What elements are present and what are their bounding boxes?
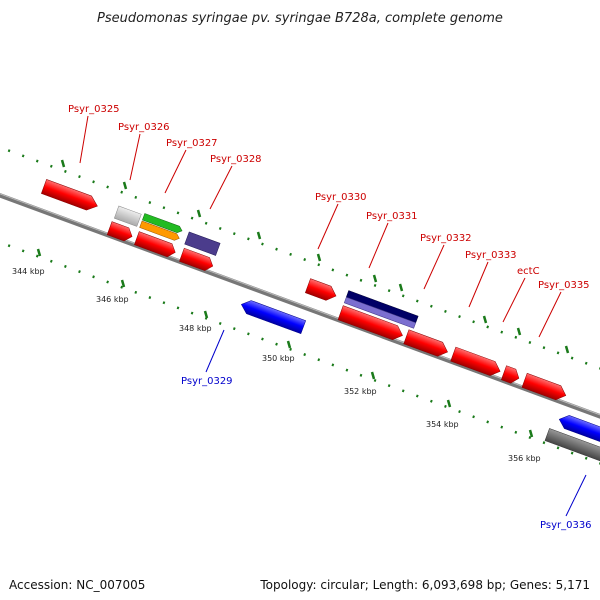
leader-psyr-0331: [368, 222, 389, 269]
gene-red-3[interactable]: [179, 247, 215, 273]
tick-label: 356 kbp: [508, 454, 541, 463]
label-psyr-0326[interactable]: Psyr_0326: [118, 122, 170, 133]
tick-label: 344 kbp: [12, 267, 45, 276]
tick-label: 352 kbp: [344, 387, 377, 396]
leader-psyr-0335: [538, 291, 562, 338]
gc-mark: [370, 371, 376, 380]
label-psyr-0332[interactable]: Psyr_0332: [420, 233, 472, 244]
gene-psyr-0327-lower[interactable]: [139, 220, 181, 242]
gene-psyr-0329[interactable]: [239, 298, 307, 335]
gc-track-lower-marks: [36, 248, 534, 438]
tick-label: 350 kbp: [262, 354, 295, 363]
gc-mark: [286, 340, 292, 349]
gene-dark-grey[interactable]: [544, 428, 600, 469]
label-psyr-0333[interactable]: Psyr_0333: [465, 250, 517, 261]
gc-mark: [203, 310, 209, 319]
accession-text: Accession: NC_007005: [9, 578, 146, 592]
gc-mark: [482, 315, 488, 324]
leader-psyr-0326: [129, 133, 141, 181]
gc-mark: [120, 279, 126, 288]
tick-label: 348 kbp: [179, 324, 212, 333]
gene-psyr-0326[interactable]: [113, 205, 142, 227]
gc-mark: [60, 159, 66, 168]
leader-psyr-0325: [79, 115, 89, 164]
gene-psyr-0331-light[interactable]: [343, 296, 417, 329]
gene-psyr-0336[interactable]: [557, 413, 600, 453]
gene-ectc[interactable]: [500, 365, 521, 386]
leader-psyr-0327: [164, 149, 187, 194]
gc-track-lower: [0, 241, 600, 465]
leader-psyr-0333: [468, 261, 489, 308]
gc-mark: [516, 327, 522, 336]
leader-psyr-0336: [565, 474, 587, 517]
gene-psyr-0327-upper[interactable]: [142, 213, 183, 234]
label-psyr-0331[interactable]: Psyr_0331: [366, 211, 418, 222]
gc-mark: [528, 429, 534, 438]
gc-mark: [122, 181, 128, 190]
gc-mark: [256, 231, 262, 240]
gene-psyr-0332[interactable]: [403, 329, 450, 359]
label-psyr-0329[interactable]: Psyr_0329: [181, 376, 233, 387]
leader-psyr-0330: [317, 203, 339, 250]
leader-psyr-0329: [205, 329, 225, 373]
gene-psyr-0330[interactable]: [304, 278, 338, 303]
label-psyr-0335[interactable]: Psyr_0335: [538, 280, 590, 291]
leader-psyr-0332: [423, 244, 445, 290]
leader-psyr-0328: [209, 165, 233, 210]
gc-mark: [446, 399, 452, 408]
gc-mark: [372, 274, 378, 283]
gene-psyr-0335[interactable]: [521, 372, 568, 402]
label-psyr-0330[interactable]: Psyr_0330: [315, 192, 367, 203]
gc-mark: [398, 283, 404, 292]
map-title: Pseudomonas syringae pv. syringae B728a,…: [97, 11, 503, 26]
gene-red-1[interactable]: [106, 221, 134, 243]
gc-mark: [316, 253, 322, 262]
gene-red-2[interactable]: [134, 231, 177, 259]
tick-label: 354 kbp: [426, 420, 459, 429]
label-psyr-0327[interactable]: Psyr_0327: [166, 138, 218, 149]
leader-ectc: [502, 277, 526, 323]
tick-label: 346 kbp: [96, 295, 129, 304]
label-psyr-0328[interactable]: Psyr_0328: [210, 154, 262, 165]
gene-psyr-0333[interactable]: [450, 346, 503, 378]
gene-labels: Psyr_0325 Psyr_0326 Psyr_0327 Psyr_0328 …: [68, 104, 592, 531]
label-leaders: [79, 115, 587, 517]
label-psyr-0336[interactable]: Psyr_0336: [540, 520, 592, 531]
label-ectc[interactable]: ectC: [517, 266, 540, 277]
gene-red-4[interactable]: [337, 305, 405, 343]
kbp-tick-labels: 344 kbp 346 kbp 348 kbp 350 kbp 352 kbp …: [12, 267, 541, 463]
gc-track-upper-marks: [60, 159, 570, 354]
gc-mark: [36, 248, 42, 257]
topology-text: Topology: circular; Length: 6,093,698 bp…: [260, 578, 590, 592]
label-psyr-0325[interactable]: Psyr_0325: [68, 104, 120, 115]
gc-mark: [196, 209, 202, 218]
gc-mark: [564, 345, 570, 354]
gene-psyr-0328[interactable]: [184, 231, 221, 256]
gene-psyr-0325[interactable]: [41, 179, 100, 213]
